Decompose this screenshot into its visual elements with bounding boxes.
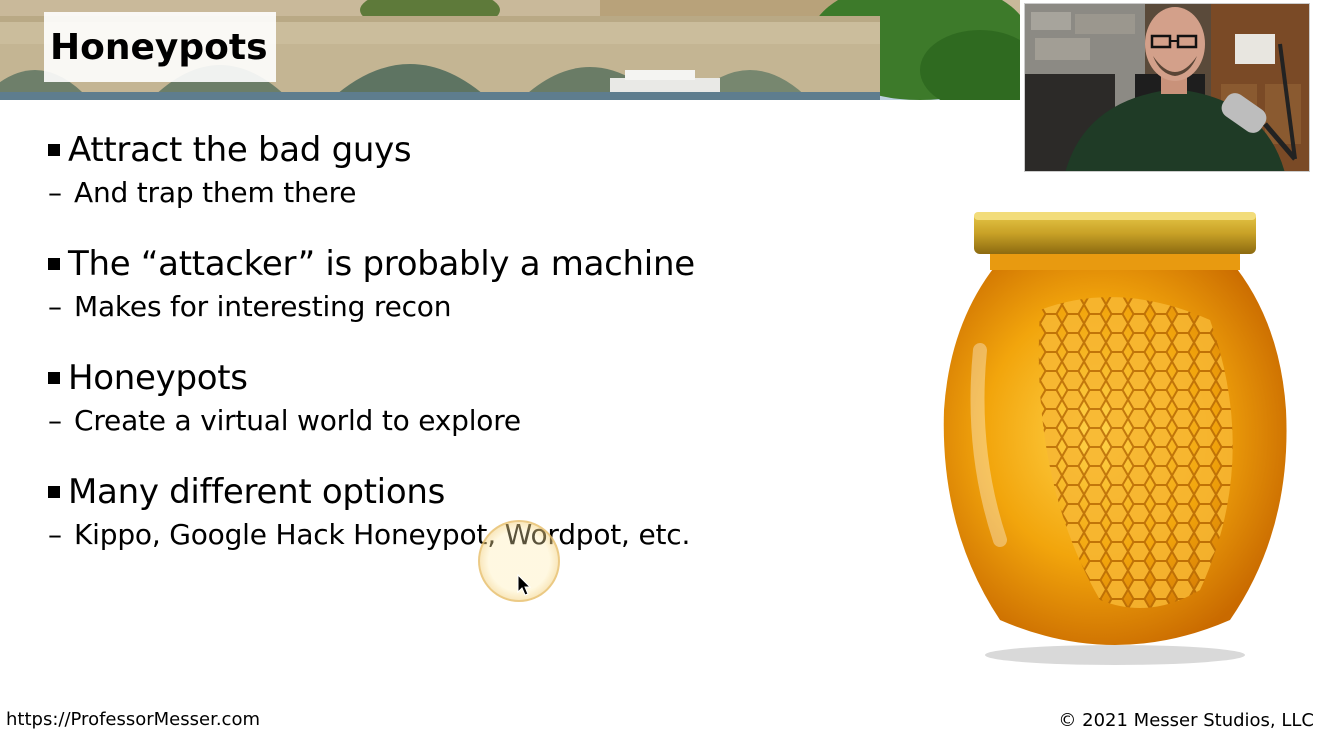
dash-icon: – [48, 175, 62, 209]
sub-bullet-item: – Create a virtual world to explore [44, 400, 904, 440]
dash-icon: – [48, 289, 62, 323]
mouse-pointer-icon [517, 574, 531, 596]
square-bullet-icon [48, 372, 60, 384]
bullet-list: Attract the bad guys – And trap them the… [44, 128, 904, 584]
bullet-text: Attract the bad guys [68, 130, 412, 170]
presenter-illustration [1025, 4, 1309, 171]
square-bullet-icon [48, 258, 60, 270]
dash-icon: – [48, 403, 62, 437]
bullet-text: The “attacker” is probably a machine [68, 244, 695, 284]
sub-bullet-text: Makes for interesting recon [74, 289, 452, 323]
bullet-text: Honeypots [68, 358, 248, 398]
honey-jar-image [930, 200, 1300, 670]
sub-bullet-text: Create a virtual world to explore [74, 403, 521, 437]
bullet-item: Many different options [44, 470, 904, 514]
presenter-webcam [1024, 3, 1310, 172]
honey-jar-icon [943, 212, 1287, 665]
slide-title: Honeypots [50, 26, 268, 68]
dash-icon: – [48, 517, 62, 551]
bullet-item: Honeypots [44, 356, 904, 400]
sub-bullet-text: Kippo, Google Hack Honeypot, Wordpot, et… [74, 517, 691, 551]
sub-bullet-item: – Makes for interesting recon [44, 286, 904, 326]
sub-bullet-text: And trap them there [74, 175, 357, 209]
bullet-item: Attract the bad guys [44, 128, 904, 172]
bullet-item: The “attacker” is probably a machine [44, 242, 904, 286]
square-bullet-icon [48, 486, 60, 498]
square-bullet-icon [48, 144, 60, 156]
sub-bullet-item: – Kippo, Google Hack Honeypot, Wordpot, … [44, 514, 904, 554]
title-box: Honeypots [44, 12, 276, 82]
sub-bullet-item: – And trap them there [44, 172, 904, 212]
banner-image: Honeypots [0, 0, 1020, 100]
footer-url: https://ProfessorMesser.com [6, 709, 261, 730]
footer-copyright: © 2021 Messer Studios, LLC [1058, 710, 1314, 731]
bullet-text: Many different options [68, 472, 445, 512]
